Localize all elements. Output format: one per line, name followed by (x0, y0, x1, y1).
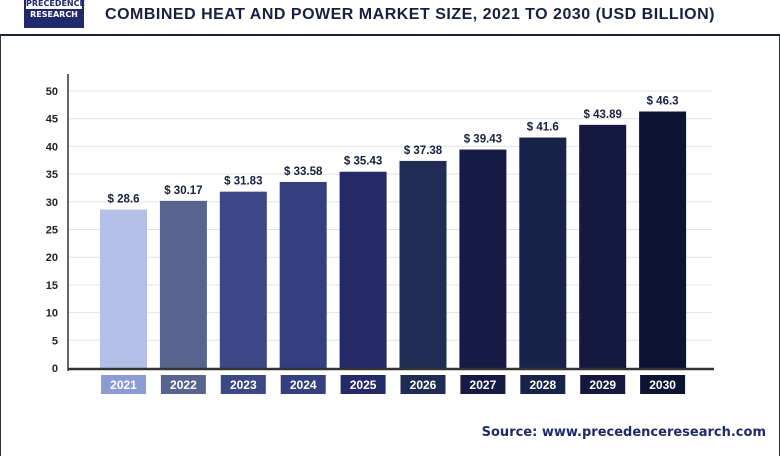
x-label-box (160, 375, 206, 394)
x-label-box (280, 375, 326, 394)
data-label: $ 30.17 (164, 185, 202, 197)
bar-2024 (279, 181, 327, 368)
bar-2030 (639, 111, 687, 369)
x-tick-label: 2021 (110, 378, 137, 392)
chart-title: COMBINED HEAT AND POWER MARKET SIZE, 202… (105, 6, 715, 23)
x-label-box (101, 375, 146, 394)
data-label: $ 33.58 (284, 166, 323, 178)
bar-2028 (519, 137, 567, 368)
data-label: $ 37.38 (404, 145, 443, 157)
y-tick-label: 50 (46, 86, 58, 98)
x-tick-label: 2029 (589, 378, 616, 392)
bar-2023 (219, 191, 267, 368)
bar-2021 (100, 209, 147, 368)
data-label: $ 39.43 (464, 134, 502, 146)
bar-2026 (399, 160, 447, 368)
y-tick-label: 30 (46, 197, 58, 209)
x-tick-label: 2025 (350, 378, 377, 392)
x-tick-label: 2026 (410, 378, 437, 392)
y-tick-label: 35 (46, 169, 58, 181)
x-label-box (220, 375, 266, 394)
y-tick-label: 25 (46, 225, 58, 237)
x-label-box (640, 375, 686, 394)
x-label-box (460, 375, 506, 394)
data-label: $ 43.89 (584, 109, 622, 121)
x-label-box (400, 375, 446, 394)
bar-2029 (579, 124, 627, 369)
x-label-box (580, 375, 626, 394)
y-tick-label: 0 (52, 363, 58, 375)
x-tick-label: 2023 (230, 378, 257, 392)
bar-2025 (339, 171, 387, 368)
logo-line2: RESEARCH (30, 10, 78, 19)
data-label: $ 31.83 (224, 176, 262, 188)
logo: PRECEDENCE RESEARCH (24, 0, 85, 28)
x-label-box (520, 375, 566, 394)
y-tick-label: 15 (46, 280, 58, 292)
x-tick-label: 2024 (290, 378, 317, 392)
data-label: $ 41.6 (527, 122, 559, 134)
logo-line1: PRECEDENCE (26, 0, 85, 9)
data-label: $ 28.6 (108, 194, 140, 206)
source-text: Source: www.precedenceresearch.com (481, 425, 766, 440)
y-tick-label: 10 (46, 308, 58, 320)
x-tick-label: 2028 (529, 378, 556, 392)
y-tick-label: 5 (52, 335, 58, 347)
data-label: $ 35.43 (344, 156, 382, 168)
x-label-box (340, 375, 386, 394)
y-tick-label: 20 (46, 252, 58, 264)
data-label: $ 46.3 (647, 95, 679, 107)
x-tick-label: 2030 (649, 378, 676, 392)
x-tick-label: 2027 (470, 378, 497, 392)
x-tick-label: 2022 (170, 378, 197, 392)
bar-2022 (159, 200, 207, 368)
y-tick-label: 40 (46, 141, 58, 153)
bar-2027 (459, 149, 507, 368)
y-tick-label: 45 (46, 114, 58, 126)
